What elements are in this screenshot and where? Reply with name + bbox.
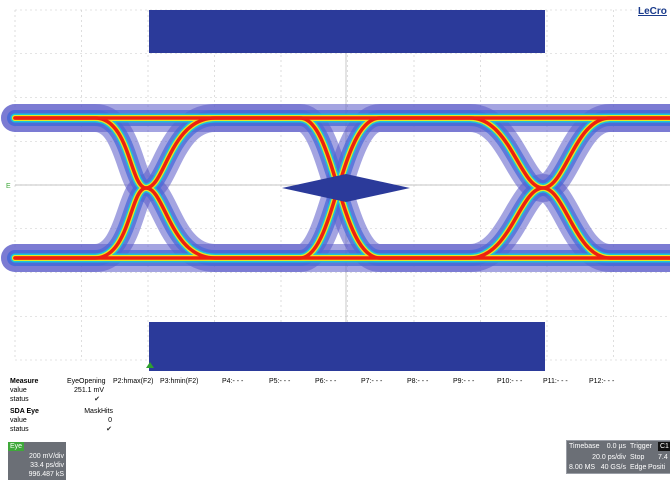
trigger-label: Trigger <box>630 443 652 450</box>
param-p1-name[interactable]: EyeOpening <box>67 378 106 385</box>
upper-mask <box>149 10 545 53</box>
center-mask-polygon <box>282 174 410 202</box>
sda-maskhits-value: 0 <box>108 417 112 424</box>
timebase-label: Timebase <box>569 443 600 450</box>
trigger-slope: Positi <box>648 464 666 471</box>
trigger-descriptor[interactable]: Trigger C1 Stop 7.4 Edge Positi <box>628 440 670 474</box>
eye-diagram-display: E <box>1 9 670 371</box>
channel-marker: E <box>6 183 11 190</box>
trigger-type: Edge <box>630 464 647 471</box>
param-p6-name[interactable]: P6:- - - <box>315 378 337 385</box>
param-p4-name[interactable]: P4:- - - <box>222 378 244 385</box>
param-p3-name[interactable]: P3:hmin(F2) <box>160 378 199 385</box>
sda-maskhits-name[interactable]: MaskHits <box>84 408 113 415</box>
param-p11-name[interactable]: P11:- - - <box>543 378 568 385</box>
param-p9-name[interactable]: P9:- - - <box>453 378 475 385</box>
measure-row-label-value: value <box>10 387 27 394</box>
eye-vertical-scale: 200 mV/div <box>28 453 64 460</box>
timebase-descriptor[interactable]: Timebase 0.0 µs 20.0 ps/div 8.00 MS 40 G… <box>566 440 629 474</box>
lower-mask <box>149 322 545 371</box>
param-p7-name[interactable]: P7:- - - <box>361 378 383 385</box>
eye-horizontal-scale: 33.4 ps/div <box>30 462 64 469</box>
timebase-offset: 0.0 µs <box>606 443 626 450</box>
measure-row-label-status: status <box>10 396 29 403</box>
eye-sample-count: 996.487 kS <box>28 471 64 478</box>
sda-row-label-value: value <box>10 417 27 424</box>
param-p1-value: 251.1 mV <box>74 387 104 394</box>
trigger-channel-badge: C1 <box>658 442 670 451</box>
mask-regions <box>149 10 545 371</box>
trigger-level: 7.4 <box>658 454 668 461</box>
param-p8-name[interactable]: P8:- - - <box>407 378 429 385</box>
sda-maskhits-status: ✔ <box>106 426 112 433</box>
sda-eye-header: SDA Eye <box>10 408 39 415</box>
trigger-marker <box>146 362 154 368</box>
eye-trace-tag: Eye <box>8 442 24 451</box>
sda-row-label-status: status <box>10 426 29 433</box>
param-p5-name[interactable]: P5:- - - <box>269 378 291 385</box>
center-mask <box>282 174 410 202</box>
timebase-samples: 8.00 MS <box>569 464 596 471</box>
param-p10-name[interactable]: P10:- - - <box>497 378 523 385</box>
timebase-rate: 20.0 ps/div <box>592 454 626 461</box>
brand-logo: LeCro <box>638 6 667 17</box>
trigger-mode: Stop <box>630 454 645 461</box>
timebase-sample-rate: 40 GS/s <box>600 464 626 471</box>
eye-trace-descriptor[interactable]: Eye 200 mV/div 33.4 ps/div 996.487 kS <box>8 442 66 480</box>
param-p1-status: ✔ <box>94 396 100 403</box>
param-p2-name[interactable]: P2:hmax(F2) <box>113 378 154 385</box>
param-p12-name[interactable]: P12:- - - <box>589 378 615 385</box>
measure-header: Measure <box>10 378 39 385</box>
